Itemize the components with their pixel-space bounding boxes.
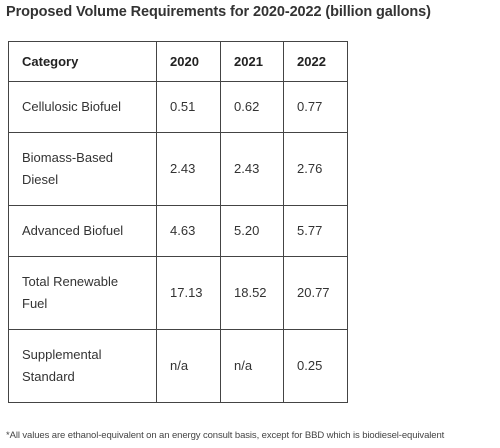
cell-2020: 2.43 xyxy=(156,132,221,206)
table-row: Total Renewable Fuel 17.13 18.52 20.77 xyxy=(8,256,348,330)
table-row: Supplemental Standard n/a n/a 0.25 xyxy=(8,329,348,403)
cell-2021: 0.62 xyxy=(220,81,284,133)
footnote: *All values are ethanol-equivalent on an… xyxy=(6,430,445,441)
table-row: Advanced Biofuel 4.63 5.20 5.77 xyxy=(8,205,348,257)
header-category: Category xyxy=(8,41,157,82)
cell-2021: 18.52 xyxy=(220,256,284,330)
cell-2020: 0.51 xyxy=(156,81,221,133)
cell-2021: 5.20 xyxy=(220,205,284,257)
cell-2020: 17.13 xyxy=(156,256,221,330)
page-title: Proposed Volume Requirements for 2020-20… xyxy=(6,4,431,20)
row-category: Advanced Biofuel xyxy=(8,205,157,257)
volume-requirements-table: Category 2020 2021 2022 Cellulosic Biofu… xyxy=(8,41,348,403)
cell-2022: 0.77 xyxy=(283,81,348,133)
table-header-row: Category 2020 2021 2022 xyxy=(8,41,348,82)
row-category: Biomass-Based Diesel xyxy=(8,132,157,206)
cell-2022: 20.77 xyxy=(283,256,348,330)
cell-2020: n/a xyxy=(156,329,221,403)
header-2020: 2020 xyxy=(156,41,221,82)
table-row: Biomass-Based Diesel 2.43 2.43 2.76 xyxy=(8,132,348,206)
header-2022: 2022 xyxy=(283,41,348,82)
row-category: Total Renewable Fuel xyxy=(8,256,157,330)
cell-2022: 5.77 xyxy=(283,205,348,257)
cell-2022: 2.76 xyxy=(283,132,348,206)
table-row: Cellulosic Biofuel 0.51 0.62 0.77 xyxy=(8,81,348,133)
cell-2022: 0.25 xyxy=(283,329,348,403)
cell-2021: n/a xyxy=(220,329,284,403)
row-category: Supplemental Standard xyxy=(8,329,157,403)
header-2021: 2021 xyxy=(220,41,284,82)
cell-2020: 4.63 xyxy=(156,205,221,257)
row-category: Cellulosic Biofuel xyxy=(8,81,157,133)
cell-2021: 2.43 xyxy=(220,132,284,206)
